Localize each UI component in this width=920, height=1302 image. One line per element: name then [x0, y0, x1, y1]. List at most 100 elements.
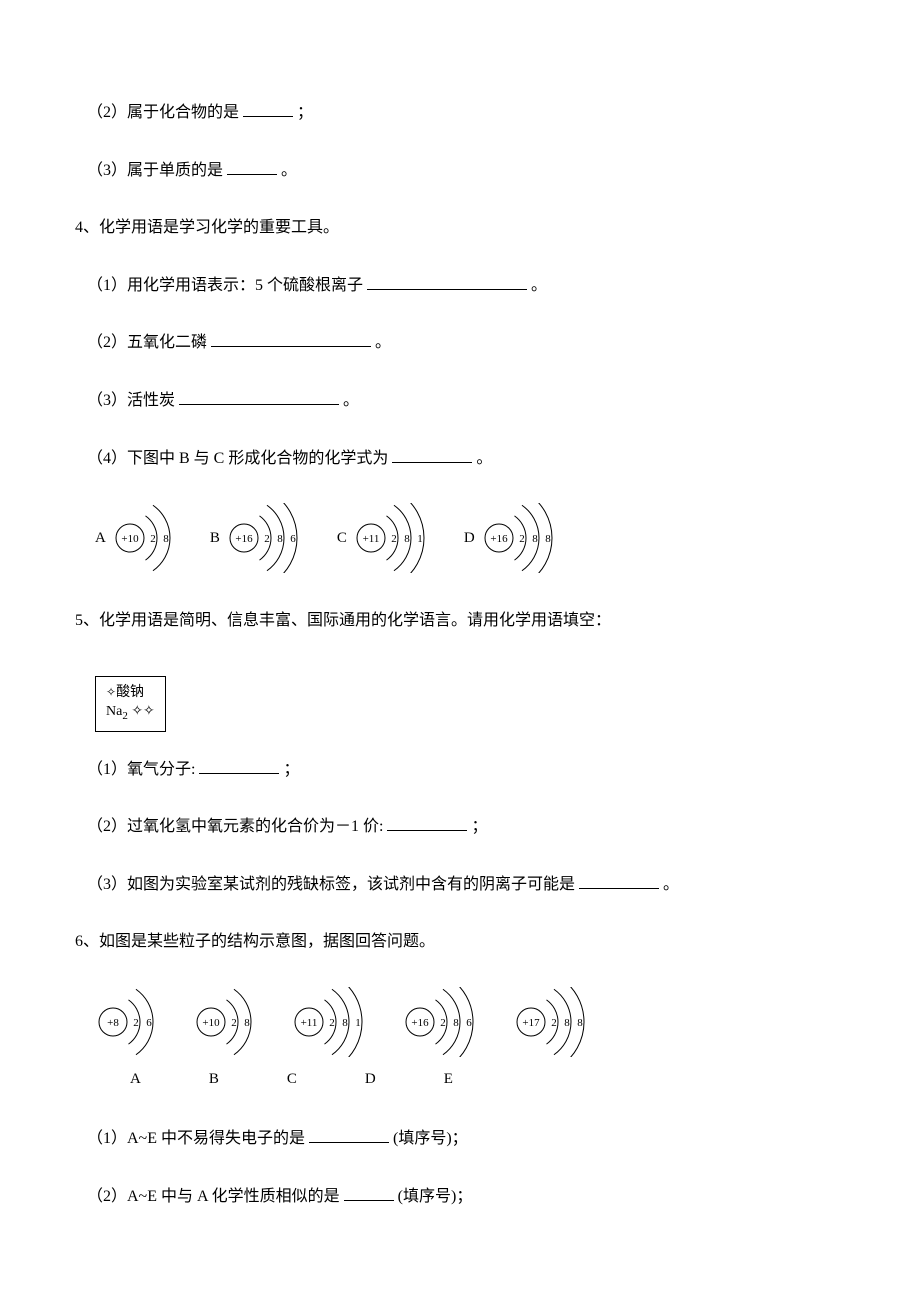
- atom-diagram: +11 281: [291, 987, 392, 1057]
- question-5: 5、化学用语是简明、信息丰富、国际通用的化学语言。请用化学用语填空：: [75, 608, 845, 634]
- atom-bottom-label: D: [365, 1067, 376, 1091]
- atom-bottom-label: A: [130, 1067, 141, 1091]
- atom-diagram: +8 26: [95, 987, 183, 1057]
- atom-diagram: B+16286: [210, 503, 327, 573]
- question-5-3: （3）如图为实验室某试剂的残缺标签，该试剂中含有的阴离子可能是 。: [75, 872, 845, 898]
- q6-text: 6、如图是某些粒子的结构示意图，据图回答问题。: [75, 933, 435, 950]
- svg-text:8: 8: [545, 533, 551, 545]
- svg-text:8: 8: [342, 1017, 348, 1029]
- q3-blank[interactable]: [227, 159, 277, 175]
- atom-diagram: D+16288: [464, 503, 582, 573]
- atom-svg: +16286: [402, 987, 503, 1057]
- q4-3-end: 。: [343, 392, 359, 409]
- atom-label: C: [337, 526, 347, 550]
- svg-text:1: 1: [355, 1017, 361, 1029]
- q2-text: （2）属于化合物的是: [87, 104, 239, 121]
- svg-text:+10: +10: [202, 1017, 220, 1029]
- atom-svg: +11281: [353, 503, 454, 573]
- q4-2-end: 。: [375, 334, 391, 351]
- atom-label: A: [95, 526, 106, 550]
- q4-4-text: （4）下图中 B 与 C 形成化合物的化学式为: [87, 450, 388, 467]
- q4-1-text: （1）用化学用语表示：5 个硫酸根离子: [87, 277, 363, 294]
- svg-text:2: 2: [264, 533, 270, 545]
- svg-text:6: 6: [290, 533, 296, 545]
- question-4-3: （3）活性炭 。: [75, 388, 845, 414]
- atom-svg: +1028: [193, 987, 281, 1057]
- svg-text:8: 8: [163, 533, 169, 545]
- atom-svg: +10 28: [112, 503, 200, 573]
- svg-text:2: 2: [133, 1017, 139, 1029]
- question-4: 4、化学用语是学习化学的重要工具。: [75, 215, 845, 241]
- q6-2-end: (填序号)；: [398, 1188, 473, 1205]
- svg-text:8: 8: [532, 533, 538, 545]
- atom-bottom-label: E: [444, 1067, 453, 1091]
- svg-text:+10: +10: [121, 533, 139, 545]
- svg-text:+11: +11: [301, 1017, 318, 1029]
- question-4-4: （4）下图中 B 与 C 形成化合物的化学式为 。: [75, 446, 845, 472]
- atom-diagram: A +10 28: [95, 503, 200, 573]
- q5-3-text: （3）如图为实验室某试剂的残缺标签，该试剂中含有的阴离子可能是: [87, 876, 575, 893]
- atom-diagram: C+11281: [337, 503, 454, 573]
- q4-2-text: （2）五氧化二磷: [87, 334, 207, 351]
- atom-diagram: +16286: [402, 987, 503, 1057]
- q4-1-end: 。: [531, 277, 547, 294]
- q4-1-blank[interactable]: [367, 274, 527, 290]
- svg-text:2: 2: [150, 533, 156, 545]
- question-6-2: （2）A~E 中与 A 化学性质相似的是 (填序号)；: [75, 1184, 845, 1210]
- svg-text:8: 8: [564, 1017, 570, 1029]
- question-6-1: （1）A~E 中不易得失电子的是 (填序号)；: [75, 1126, 845, 1152]
- svg-text:8: 8: [404, 533, 410, 545]
- q6-atom-labels: ABCDE: [130, 1067, 845, 1091]
- q2-end: ；: [297, 104, 313, 121]
- reagent-label-box: ✧酸钠 Na2 ✧✧: [95, 676, 166, 732]
- q3-text: （3）属于单质的是: [87, 162, 223, 179]
- q5-1-blank[interactable]: [199, 758, 279, 774]
- q6-1-text: （1）A~E 中不易得失电子的是: [87, 1130, 305, 1147]
- question-2: （2）属于化合物的是 ；: [75, 100, 845, 126]
- q4-2-blank[interactable]: [211, 331, 371, 347]
- svg-text:2: 2: [440, 1017, 446, 1029]
- question-6: 6、如图是某些粒子的结构示意图，据图回答问题。: [75, 929, 845, 955]
- q6-atom-diagrams: +826+1028+11281+16286+17288: [95, 987, 845, 1057]
- q6-2-text: （2）A~E 中与 A 化学性质相似的是: [87, 1188, 340, 1205]
- q6-1-end: (填序号)；: [393, 1130, 468, 1147]
- atom-diagram: +1028: [193, 987, 281, 1057]
- question-3: （3）属于单质的是 。: [75, 158, 845, 184]
- atom-svg: +16288: [481, 503, 582, 573]
- question-5-2: （2）过氧化氢中氧元素的化合价为－1 价: ；: [75, 814, 845, 840]
- q4-text: 4、化学用语是学习化学的重要工具。: [75, 219, 339, 236]
- q4-3-blank[interactable]: [179, 389, 339, 405]
- q5-1-end: ；: [283, 761, 299, 778]
- svg-text:+17: +17: [522, 1017, 540, 1029]
- svg-text:2: 2: [329, 1017, 335, 1029]
- atom-svg: +16286: [226, 503, 327, 573]
- svg-text:+16: +16: [490, 533, 508, 545]
- q4-4-blank[interactable]: [392, 447, 472, 463]
- q5-1-text: （1）氧气分子:: [87, 761, 195, 778]
- q5-3-blank[interactable]: [579, 873, 659, 889]
- q5-2-end: ；: [471, 818, 487, 835]
- atom-bottom-label: B: [209, 1067, 219, 1091]
- box-bottom-line: Na2 ✧✧: [106, 702, 155, 724]
- q5-text: 5、化学用语是简明、信息丰富、国际通用的化学语言。请用化学用语填空：: [75, 612, 611, 629]
- svg-text:2: 2: [519, 533, 525, 545]
- atom-label: B: [210, 526, 220, 550]
- q6-1-blank[interactable]: [309, 1127, 389, 1143]
- atom-label: D: [464, 526, 475, 550]
- box-formula-prefix: Na: [106, 704, 122, 719]
- svg-text:+16: +16: [411, 1017, 429, 1029]
- q6-2-blank[interactable]: [344, 1185, 394, 1201]
- q3-end: 。: [281, 162, 297, 179]
- damaged-icon: ✧: [106, 684, 116, 701]
- atom-svg: +17288: [513, 987, 614, 1057]
- atom-diagram: +17288: [513, 987, 614, 1057]
- q5-3-end: 。: [663, 876, 679, 893]
- svg-text:+11: +11: [362, 533, 379, 545]
- q5-2-blank[interactable]: [387, 815, 467, 831]
- question-4-2: （2）五氧化二磷 。: [75, 330, 845, 356]
- svg-text:6: 6: [146, 1017, 152, 1029]
- q2-blank[interactable]: [243, 101, 293, 117]
- svg-text:2: 2: [231, 1017, 237, 1029]
- atom-svg: +11 281: [291, 987, 392, 1057]
- svg-text:+8: +8: [107, 1017, 119, 1029]
